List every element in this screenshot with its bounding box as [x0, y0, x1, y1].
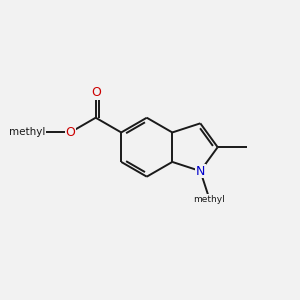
Text: N: N — [196, 164, 205, 178]
Text: methyl: methyl — [194, 195, 225, 204]
Text: methyl: methyl — [9, 128, 45, 137]
Text: O: O — [91, 86, 100, 99]
Text: O: O — [65, 126, 75, 139]
